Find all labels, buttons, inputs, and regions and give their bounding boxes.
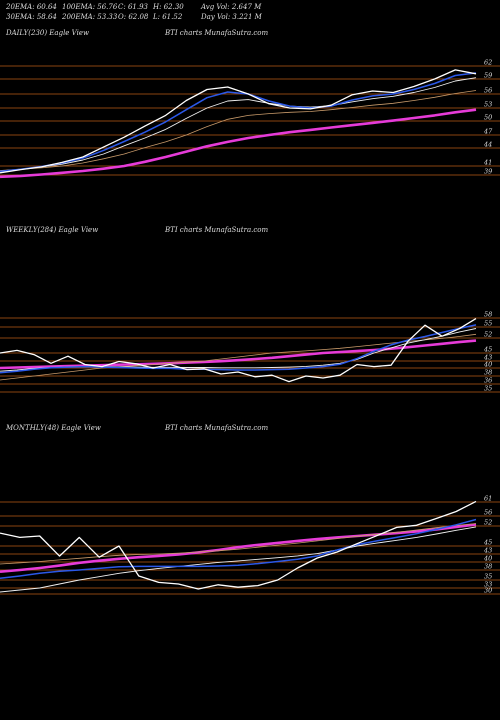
ema20-readout: 20EMA: 60.64	[6, 3, 57, 11]
monthly-ema-fast-line	[0, 518, 477, 580]
y-tick-label: 41	[483, 159, 492, 167]
weekly-ema-fast-line	[0, 324, 477, 374]
monthly-subtitle: BTI charts MunafaSutra.com	[164, 424, 268, 432]
weekly-price-line	[0, 318, 477, 383]
weekly-panel: WEEKLY(284) Eagle View BTI charts MunafaS…	[0, 226, 500, 393]
y-tick-label: 55	[484, 320, 492, 328]
monthly-ema-mid-line	[0, 526, 477, 593]
daily-subtitle: BTI charts MunafaSutra.com	[164, 29, 268, 37]
daily-ema-fast-line	[0, 72, 477, 173]
weekly-subtitle: BTI charts MunafaSutra.com	[164, 226, 268, 234]
monthly-panel: MONTHLY(48) Eagle View BTI charts MunafaS…	[0, 424, 500, 595]
low-readout: L: 61.52	[153, 13, 183, 21]
open-readout: O: 62.08	[118, 13, 149, 21]
ema30-readout: 30EMA: 58.64	[6, 13, 57, 21]
y-tick-label: 52	[484, 519, 492, 527]
avg-vol-readout: Avg Vol: 2.647 M	[201, 3, 262, 11]
monthly-ema-slow-line	[0, 523, 477, 565]
y-tick-label: 35	[484, 385, 492, 393]
y-tick-label: 47	[483, 128, 493, 136]
y-tick-label: 61	[484, 495, 492, 503]
y-tick-label: 43	[483, 354, 492, 362]
daily-ema-slow-line	[0, 90, 477, 171]
daily-ema-long-line	[0, 108, 477, 179]
y-tick-label: 52	[484, 331, 492, 339]
y-tick-label: 58	[484, 311, 492, 319]
daily-panel: DAILY(230) Eagle View BTI charts MunafaSu…	[0, 29, 500, 179]
y-tick-label: 39	[484, 168, 492, 176]
y-tick-label: 45	[483, 539, 492, 547]
y-tick-label: 62	[484, 59, 492, 67]
y-tick-label: 50	[484, 114, 492, 122]
daily-price-line	[0, 69, 477, 174]
y-tick-label: 56	[484, 87, 492, 95]
monthly-ema-long-line	[0, 523, 477, 573]
monthly-title: MONTHLY(48) Eagle View	[5, 424, 101, 432]
y-tick-label: 40	[483, 555, 492, 563]
y-tick-label: 35	[484, 573, 492, 581]
y-tick-label: 38	[484, 563, 492, 571]
y-tick-label: 33	[484, 581, 492, 589]
weekly-title: WEEKLY(284) Eagle View	[6, 226, 98, 234]
y-tick-label: 56	[484, 509, 492, 517]
y-tick-label: 36	[484, 377, 492, 385]
high-readout: H: 62.30	[153, 3, 184, 11]
y-tick-label: 30	[484, 587, 492, 595]
y-tick-label: 53	[484, 101, 492, 109]
daily-title: DAILY(230) Eagle View	[5, 29, 89, 37]
day-vol-readout: Day Vol: 3.221 M	[201, 13, 262, 21]
y-tick-label: 38	[484, 369, 492, 377]
daily-ema-mid-line	[0, 77, 477, 172]
weekly-ema-long-line	[0, 339, 477, 370]
y-tick-label: 43	[483, 547, 492, 555]
y-tick-label: 45	[483, 346, 492, 354]
y-tick-label: 40	[483, 361, 492, 369]
ema100-readout: 100EMA: 56.76	[62, 3, 118, 11]
monthly-price-line	[0, 500, 477, 590]
ema200-readout: 200EMA: 53.33	[62, 13, 118, 21]
close-readout: C: 61.93	[118, 3, 148, 11]
y-tick-label: 44	[483, 141, 492, 149]
y-tick-label: 59	[484, 72, 492, 80]
